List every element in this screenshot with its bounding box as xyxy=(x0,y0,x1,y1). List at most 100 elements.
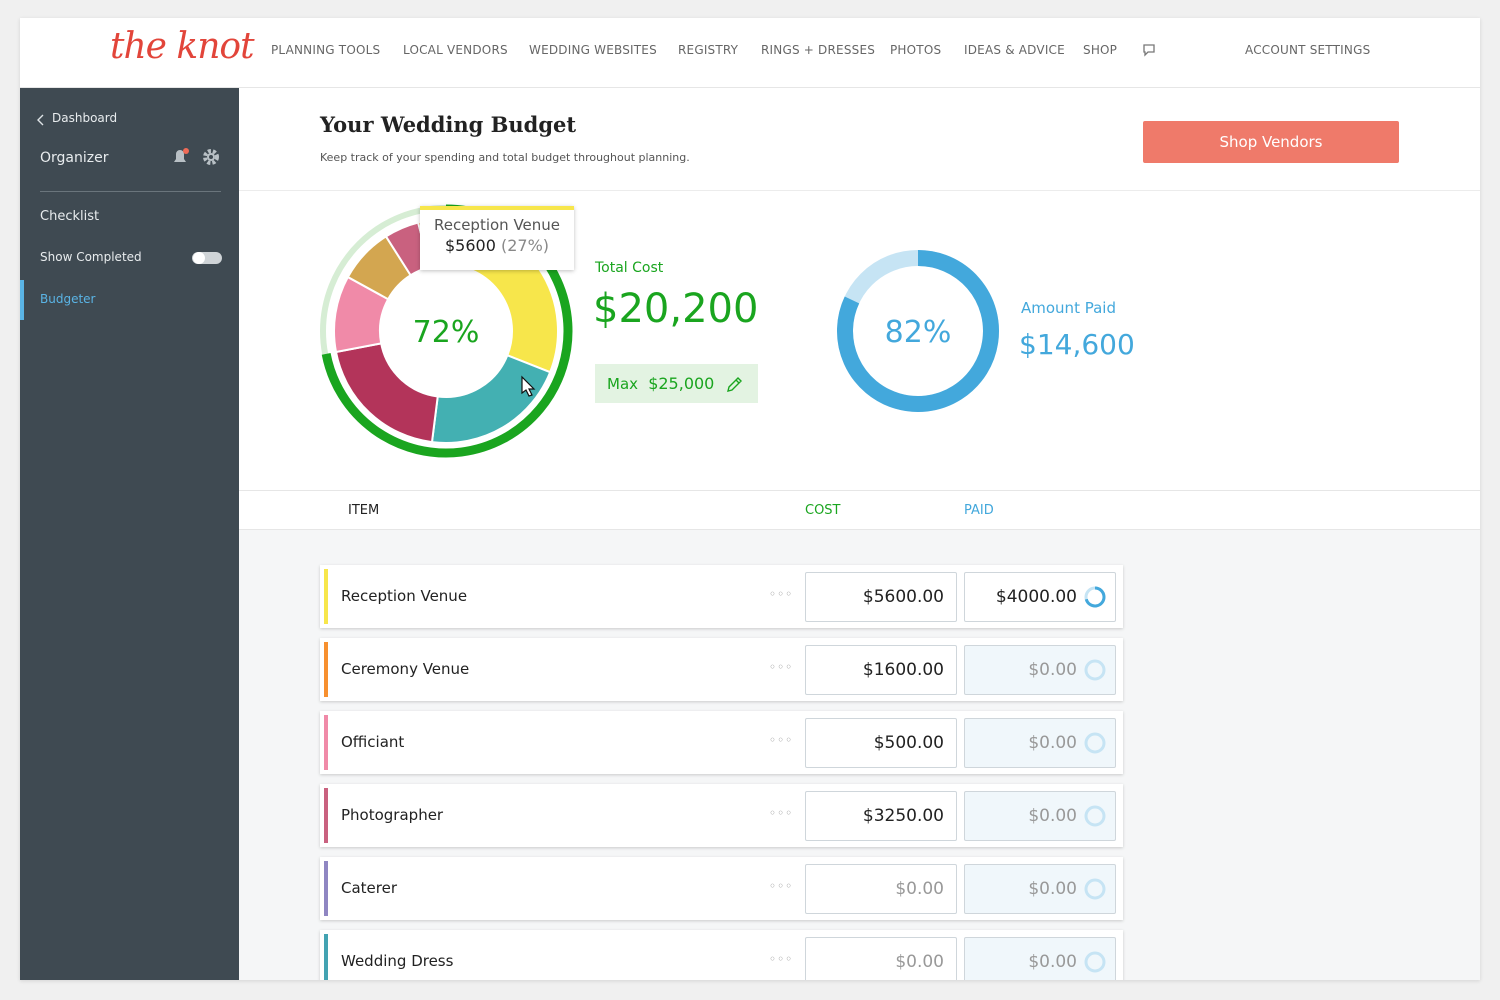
cursor-icon xyxy=(521,375,536,397)
item-name: Wedding Dress xyxy=(341,952,454,970)
section-title: Organizer xyxy=(40,150,109,166)
paid-input[interactable]: $4000.00 xyxy=(964,572,1116,622)
chat-icon[interactable] xyxy=(1141,42,1157,58)
nav-link[interactable]: PHOTOS xyxy=(890,43,942,57)
tooltip-share: (27%) xyxy=(500,236,550,255)
budget-used-label: 72% xyxy=(413,315,480,350)
nav-link[interactable]: SHOP xyxy=(1083,43,1118,57)
budget-segment xyxy=(430,353,552,444)
row-color-bar xyxy=(324,569,328,624)
row-menu[interactable]: ◦◦◦ xyxy=(769,660,794,674)
top-nav: the knot ACCOUNT SETTINGS PLANNING TOOLS… xyxy=(20,18,1480,88)
col-item: ITEM xyxy=(348,503,380,518)
cost-input[interactable]: $500.00 xyxy=(805,718,957,768)
budget-row: Wedding Dress ◦◦◦ $0.00 $0.00 xyxy=(320,930,1123,980)
progress-arc xyxy=(1084,586,1106,608)
row-color-bar xyxy=(324,934,328,980)
table-header: ITEM COST PAID xyxy=(239,490,1480,530)
logo[interactable]: the knot xyxy=(110,26,255,67)
shop-vendors-button[interactable]: Shop Vendors xyxy=(1143,121,1399,163)
cost-input[interactable]: $3250.00 xyxy=(805,791,957,841)
edit-icon[interactable] xyxy=(725,376,745,394)
budget-row: Photographer ◦◦◦ $3250.00 $0.00 xyxy=(320,784,1123,847)
toggle[interactable] xyxy=(191,250,223,266)
sidebar-icons[interactable] xyxy=(170,146,222,170)
paid-input[interactable]: $0.00 xyxy=(964,937,1116,980)
table-body: Reception Venue ◦◦◦ $5600.00 $4000.00 Ceremo… xyxy=(239,530,1480,980)
divider xyxy=(40,191,221,192)
item-name: Reception Venue xyxy=(341,587,468,605)
paid-progress-ring xyxy=(1084,805,1106,827)
nav-link[interactable]: IDEAS & ADVICE xyxy=(964,43,1065,57)
row-color-bar xyxy=(324,788,328,843)
tooltip: Reception Venue $5600 (27%) xyxy=(420,206,574,270)
tooltip-name: Reception Venue xyxy=(433,216,561,234)
account-settings[interactable]: ACCOUNT SETTINGS xyxy=(1245,43,1371,57)
tooltip-amount: $5600 xyxy=(444,236,496,255)
nav-link[interactable]: REGISTRY xyxy=(678,43,739,57)
paid-input[interactable]: $0.00 xyxy=(964,864,1116,914)
paid-amount: $0.00 xyxy=(1028,660,1077,680)
paid-progress-ring xyxy=(1084,659,1106,681)
col-cost: COST xyxy=(805,503,841,518)
paid-amount: $14,600 xyxy=(1019,328,1135,361)
paid-input[interactable]: $0.00 xyxy=(964,718,1116,768)
nav-link[interactable]: LOCAL VENDORS xyxy=(403,43,508,57)
cost-input[interactable]: $1600.00 xyxy=(805,645,957,695)
budget-segment xyxy=(334,342,439,444)
nav-link[interactable]: RINGS + DRESSES xyxy=(761,43,876,57)
item-name: Officiant xyxy=(341,733,405,751)
paid-input[interactable]: $0.00 xyxy=(964,645,1116,695)
item-name: Photographer xyxy=(341,806,444,824)
total-amount: $20,200 xyxy=(593,286,759,332)
paid-label: Amount Paid xyxy=(1021,299,1116,317)
paid-amount: $0.00 xyxy=(1028,879,1077,899)
paid-progress-ring xyxy=(1084,586,1106,608)
budget-row: Ceremony Venue ◦◦◦ $1600.00 $0.00 xyxy=(320,638,1123,701)
divider xyxy=(239,190,1480,191)
budgeter-link[interactable]: Budgeter xyxy=(40,292,96,306)
paid-progress-ring xyxy=(1084,951,1106,973)
col-paid: PAID xyxy=(964,503,994,518)
progress-track xyxy=(1084,878,1106,900)
page-title: Your Wedding Budget xyxy=(320,112,577,137)
max-label: Max xyxy=(607,375,639,393)
paid-percent: 82% xyxy=(885,315,952,350)
back-chevron xyxy=(37,114,44,126)
row-menu[interactable]: ◦◦◦ xyxy=(769,587,794,601)
budget-row: Caterer ◦◦◦ $0.00 $0.00 xyxy=(320,857,1123,920)
paid-amount: $4000.00 xyxy=(995,587,1077,607)
paid-amount: $0.00 xyxy=(1028,733,1077,753)
max-amount: $25,000 xyxy=(648,374,715,393)
nav-link[interactable]: PLANNING TOOLS xyxy=(271,43,381,57)
progress-track xyxy=(1084,951,1106,973)
progress-track xyxy=(1084,732,1106,754)
page-subtitle: Keep track of your spending and total bu… xyxy=(320,151,690,164)
cost-input[interactable]: $5600.00 xyxy=(805,572,957,622)
progress-track xyxy=(1084,659,1106,681)
row-color-bar xyxy=(324,642,328,697)
paid-arc xyxy=(837,250,999,412)
app-window: the knot ACCOUNT SETTINGS PLANNING TOOLS… xyxy=(20,18,1480,980)
item-name: Ceremony Venue xyxy=(341,660,470,678)
total-label: Total Cost xyxy=(595,260,664,276)
paid-progress-ring xyxy=(1084,878,1106,900)
nav-link[interactable]: WEDDING WEBSITES xyxy=(529,43,657,57)
dashboard-link[interactable]: Dashboard xyxy=(52,111,118,125)
row-color-bar xyxy=(324,861,328,916)
progress-track xyxy=(1084,805,1106,827)
item-name: Caterer xyxy=(341,879,398,897)
cost-input[interactable]: $0.00 xyxy=(805,937,957,980)
row-menu[interactable]: ◦◦◦ xyxy=(769,806,794,820)
max-budget[interactable]: Max $25,000 xyxy=(595,364,758,403)
paid-amount: $0.00 xyxy=(1028,806,1077,826)
paid-input[interactable]: $0.00 xyxy=(964,791,1116,841)
show-completed-label: Show Completed xyxy=(40,250,142,264)
row-menu[interactable]: ◦◦◦ xyxy=(769,733,794,747)
checklist-link[interactable]: Checklist xyxy=(40,209,100,224)
paid-amount: $0.00 xyxy=(1028,952,1077,972)
row-menu[interactable]: ◦◦◦ xyxy=(769,952,794,966)
row-menu[interactable]: ◦◦◦ xyxy=(769,879,794,893)
cost-input[interactable]: $0.00 xyxy=(805,864,957,914)
